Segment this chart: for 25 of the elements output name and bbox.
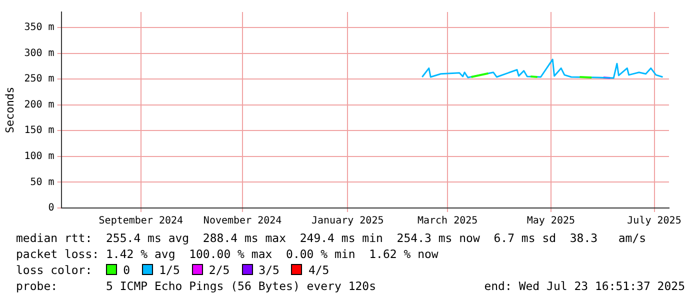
legend-title: loss color: xyxy=(16,263,92,277)
y-tick-label: 200 m xyxy=(24,99,54,110)
legend-label: 0 xyxy=(123,263,130,277)
y-tick-label: 300 m xyxy=(24,48,54,59)
y-tick-label: 100 m xyxy=(24,151,54,162)
y-tick-label: 350 m xyxy=(24,22,54,34)
x-tick-label: May 2025 xyxy=(526,216,575,227)
text: packet loss: 1.42 % avg 100.00 % max 0.00 % min 1.62 % now xyxy=(15,246,440,262)
y-tick-label: 250 m xyxy=(24,74,54,85)
legend-label: 2/5 xyxy=(208,263,230,277)
x-tick-label: November 2024 xyxy=(203,216,282,227)
y-axis-title: Seconds xyxy=(3,86,16,134)
text: probe: 5 ICMP Echo Pings (56 Bytes) every 120s xyxy=(16,278,376,294)
x-tick-label: September 2024 xyxy=(98,216,184,227)
y-tick-label: 0 xyxy=(48,202,54,214)
legend-label: 3/5 xyxy=(258,263,280,277)
x-tick-label: March 2025 xyxy=(417,216,478,227)
legend-label: 1/5 xyxy=(159,263,180,277)
y-tick-label: 150 m xyxy=(24,125,54,136)
y-tick-label: 50 m xyxy=(30,176,54,188)
legend-label: 4/5 xyxy=(308,263,330,277)
x-tick-label: January 2025 xyxy=(311,216,384,227)
text: median rtt: 255.4 ms avg 288.4 ms max 249.4 ms min 254.3 ms now 6.7 ms sd 38.3 am/s xyxy=(15,230,648,246)
x-tick-label: July 2025 xyxy=(627,216,682,227)
text: end: Wed Jul 23 16:51:37 2025 xyxy=(484,278,685,294)
